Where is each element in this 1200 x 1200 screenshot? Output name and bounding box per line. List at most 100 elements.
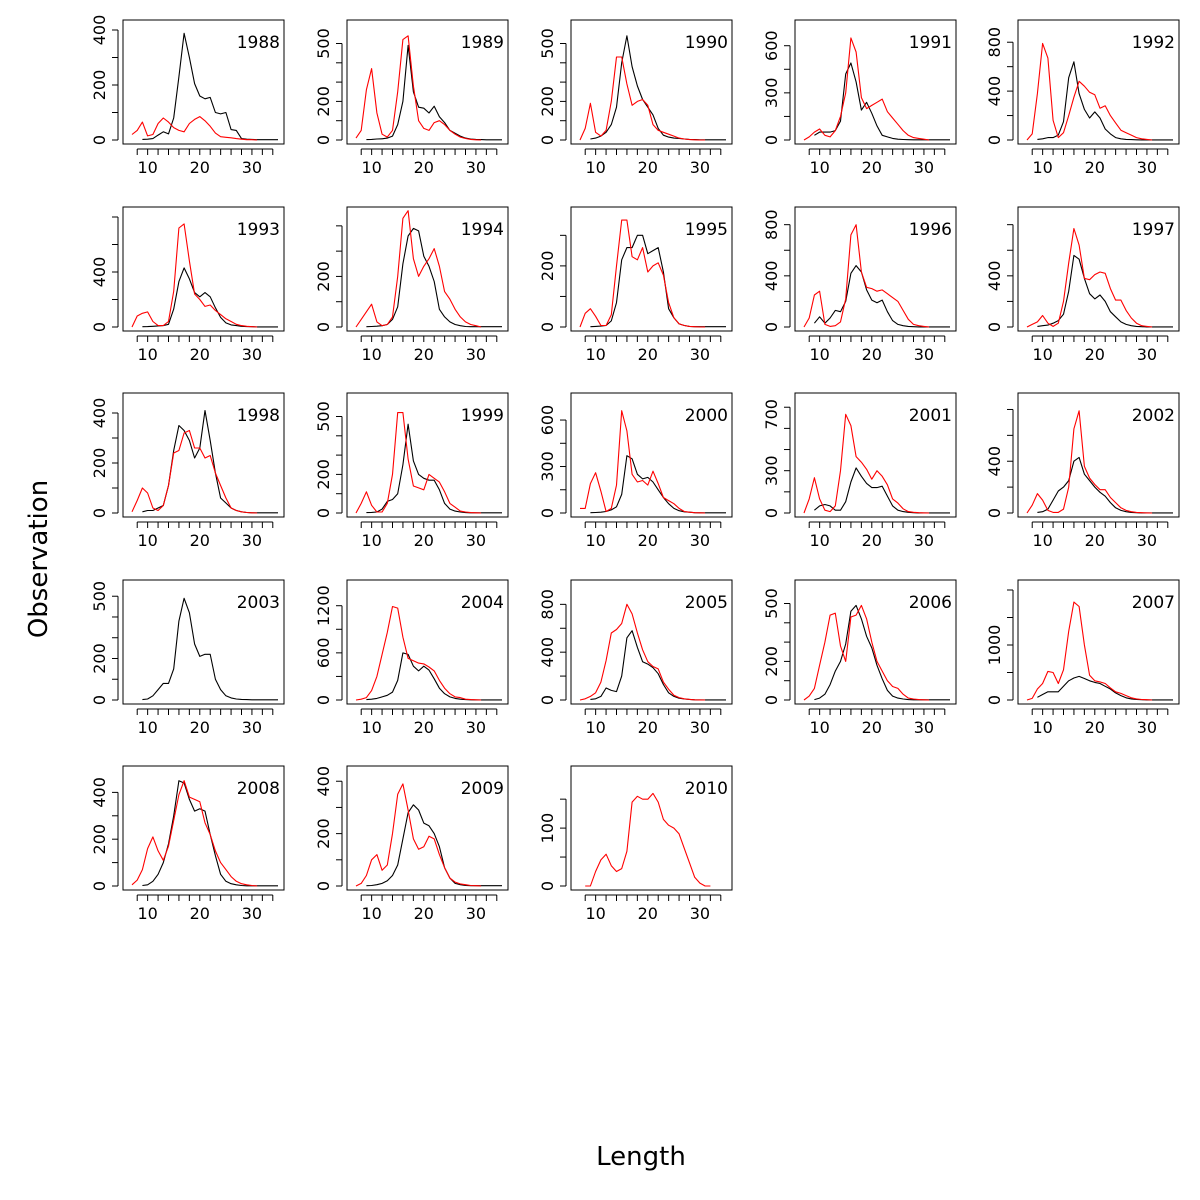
x-tick-label: 10 xyxy=(585,345,605,364)
y-axis-label: Observation xyxy=(24,480,54,638)
x-tick-label: 10 xyxy=(585,718,605,737)
panel-1997: 10 20 30 0 400 1997 xyxy=(985,206,1180,364)
y-tick-label: 0 xyxy=(538,508,557,518)
panel-frame xyxy=(122,765,285,891)
y-tick-label: 800 xyxy=(985,27,1004,58)
panel-frame xyxy=(122,392,285,518)
y-tick-label: 0 xyxy=(90,322,109,332)
panel-frame xyxy=(122,206,285,332)
x-axis: 10 20 30 xyxy=(808,148,946,177)
panel-2003: 10 20 30 0 200 500 2003 xyxy=(90,579,285,737)
panel-1996: 10 20 30 0 400 800 1996 xyxy=(762,206,957,364)
panel-year-label: 2002 xyxy=(1132,406,1175,426)
x-tick-label: 30 xyxy=(466,158,486,177)
panel-year-label: 1994 xyxy=(461,220,504,240)
panel-year-label: 2007 xyxy=(1132,593,1175,613)
x-tick-label: 30 xyxy=(914,531,934,550)
x-tick-label: 10 xyxy=(585,531,605,550)
x-tick-label: 20 xyxy=(862,345,882,364)
y-tick-label: 400 xyxy=(985,261,1004,292)
x-tick-label: 10 xyxy=(137,904,157,923)
y-tick-label: 400 xyxy=(90,15,109,46)
y-tick-label: 0 xyxy=(538,695,557,705)
y-tick-label: 300 xyxy=(538,451,557,482)
x-tick-label: 30 xyxy=(466,531,486,550)
predicted-series-line xyxy=(579,603,706,701)
y-tick-label: 200 xyxy=(90,70,109,101)
x-tick-label: 20 xyxy=(190,345,210,364)
predicted-series-line xyxy=(1026,227,1153,328)
panel-frame xyxy=(1017,392,1180,518)
x-tick-label: 10 xyxy=(137,158,157,177)
predicted-series-line xyxy=(1026,601,1153,701)
x-axis: 10 20 30 xyxy=(1031,335,1169,364)
observed-series-line xyxy=(366,423,502,514)
y-axis: 0 200 500 xyxy=(762,588,791,705)
y-tick-label: 0 xyxy=(762,135,781,145)
panel-1992: 10 20 30 0 400 800 1992 xyxy=(985,19,1180,177)
y-axis: 0 200 500 xyxy=(538,28,567,145)
y-axis: 0 400 800 xyxy=(762,209,791,332)
x-tick-label: 30 xyxy=(242,531,262,550)
x-tick-label: 10 xyxy=(361,345,381,364)
x-tick-label: 30 xyxy=(690,158,710,177)
x-tick-label: 30 xyxy=(690,531,710,550)
panel-year-label: 1992 xyxy=(1132,33,1175,53)
x-axis: 10 20 30 xyxy=(136,521,274,550)
y-tick-label: 500 xyxy=(538,28,557,59)
predicted-series-line xyxy=(803,413,930,514)
panel-frame xyxy=(570,765,733,891)
panel-1995: 10 20 30 0 200 1995 xyxy=(538,206,733,364)
x-tick-label: 30 xyxy=(242,345,262,364)
predicted-series-line xyxy=(1026,410,1153,514)
observed-series-line xyxy=(813,265,950,328)
y-tick-label: 0 xyxy=(985,695,1004,705)
y-tick-label: 200 xyxy=(90,643,109,674)
x-axis-label: Length xyxy=(596,1142,686,1172)
x-tick-label: 10 xyxy=(585,158,605,177)
predicted-series-line xyxy=(355,412,482,514)
panel-frame xyxy=(346,206,509,332)
panel-frame xyxy=(1017,19,1180,145)
x-tick-label: 10 xyxy=(361,904,381,923)
x-axis: 10 20 30 xyxy=(360,894,498,923)
panel-year-label: 2004 xyxy=(461,593,504,613)
y-tick-label: 200 xyxy=(314,86,333,117)
panel-frame xyxy=(570,392,733,518)
panel-frame xyxy=(122,19,285,145)
predicted-series-line xyxy=(131,223,258,328)
predicted-series-line xyxy=(355,210,482,328)
panel-year-label: 2001 xyxy=(909,406,952,426)
x-tick-label: 10 xyxy=(809,345,829,364)
x-tick-label: 20 xyxy=(638,345,658,364)
x-tick-label: 20 xyxy=(190,158,210,177)
x-tick-label: 30 xyxy=(466,904,486,923)
predicted-series-line xyxy=(355,605,482,701)
panel-year-label: 1989 xyxy=(461,33,504,53)
y-tick-label: 1000 xyxy=(985,625,1004,666)
x-tick-label: 20 xyxy=(862,718,882,737)
observed-series-line xyxy=(1037,61,1173,141)
panel-year-label: 1999 xyxy=(461,406,504,426)
panel-year-label: 1991 xyxy=(909,33,952,53)
x-axis: 10 20 30 xyxy=(1031,708,1169,737)
x-tick-label: 20 xyxy=(862,531,882,550)
y-tick-label: 0 xyxy=(314,881,333,891)
y-axis: 0 400 800 xyxy=(538,589,567,705)
y-axis: 0 300 700 xyxy=(762,399,791,518)
x-tick-label: 30 xyxy=(690,718,710,737)
x-axis: 10 20 30 xyxy=(584,521,722,550)
y-tick-label: 0 xyxy=(538,322,557,332)
y-tick-label: 200 xyxy=(762,646,781,677)
x-axis: 10 20 30 xyxy=(1031,521,1169,550)
x-tick-label: 30 xyxy=(1137,718,1157,737)
y-tick-label: 500 xyxy=(90,581,109,612)
y-tick-label: 600 xyxy=(538,405,557,436)
x-tick-label: 30 xyxy=(1137,531,1157,550)
y-tick-label: 0 xyxy=(90,881,109,891)
panel-1993: 10 20 30 0 400 1993 xyxy=(90,206,285,364)
y-tick-label: 400 xyxy=(90,777,109,808)
x-axis: 10 20 30 xyxy=(360,521,498,550)
x-tick-label: 20 xyxy=(190,904,210,923)
